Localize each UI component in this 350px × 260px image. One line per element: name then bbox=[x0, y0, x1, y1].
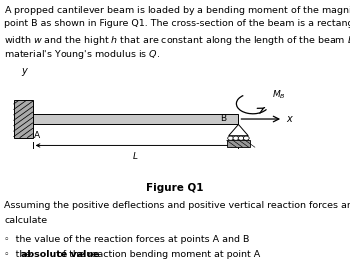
Text: A propped cantilever beam is loaded by a bending moment of the magnitude $M_B$ a: A propped cantilever beam is loaded by a… bbox=[4, 4, 350, 17]
Text: width $w$ and the hight $h$ that are constant along the length of the beam $L$. : width $w$ and the hight $h$ that are con… bbox=[4, 34, 350, 47]
Polygon shape bbox=[229, 125, 248, 136]
Text: material's Young's modulus is $Q$.: material's Young's modulus is $Q$. bbox=[4, 48, 161, 61]
Circle shape bbox=[228, 136, 233, 140]
Text: $M_B$: $M_B$ bbox=[272, 89, 286, 101]
Text: point B as shown in Figure Q1. The cross-section of the beam is a rectangle of t: point B as shown in Figure Q1. The cross… bbox=[4, 19, 350, 28]
Text: A: A bbox=[34, 131, 41, 140]
Text: B: B bbox=[220, 114, 227, 123]
Text: calculate: calculate bbox=[4, 216, 47, 225]
Text: Assuming the positive deflections and positive vertical reaction forces are upwa: Assuming the positive deflections and po… bbox=[4, 202, 350, 211]
Text: $L$: $L$ bbox=[132, 150, 139, 161]
Text: $x$: $x$ bbox=[287, 114, 295, 124]
Text: ◦  the: ◦ the bbox=[4, 250, 34, 259]
Text: ◦  the value of the reaction forces at points A and B: ◦ the value of the reaction forces at po… bbox=[4, 235, 250, 244]
Circle shape bbox=[238, 136, 244, 140]
Bar bbox=[14, 100, 33, 138]
Text: of the reaction bending moment at point A: of the reaction bending moment at point … bbox=[54, 250, 260, 259]
Text: absolute value: absolute value bbox=[21, 250, 99, 259]
Bar bbox=[33, 114, 238, 125]
Text: Figure Q1: Figure Q1 bbox=[146, 183, 204, 193]
Circle shape bbox=[233, 136, 239, 140]
Bar bbox=[227, 140, 250, 147]
Circle shape bbox=[243, 136, 249, 140]
Text: $y$: $y$ bbox=[21, 66, 29, 78]
